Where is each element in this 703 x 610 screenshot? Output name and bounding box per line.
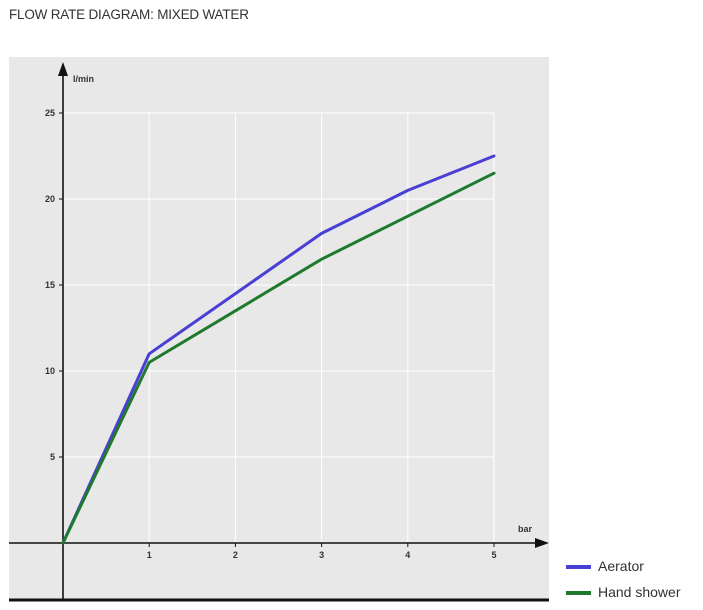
plot-background xyxy=(9,57,549,600)
y-tick-label: 10 xyxy=(45,366,55,376)
legend-swatch xyxy=(566,565,591,569)
legend-label: Hand shower xyxy=(598,584,681,600)
x-axis-arrow xyxy=(535,538,549,548)
x-tick-label: 5 xyxy=(491,550,496,560)
y-tick-label: 5 xyxy=(50,452,55,462)
series-lines xyxy=(61,154,496,545)
tick-labels: 1 2 3 4 5 5 10 15 20 25 xyxy=(45,108,497,560)
x-tick-label: 4 xyxy=(405,550,410,560)
x-tick-label: 1 xyxy=(147,550,152,560)
axes xyxy=(9,62,549,602)
y-axis-arrow xyxy=(58,62,68,76)
series-line-aerator xyxy=(61,154,496,545)
y-tick-label: 25 xyxy=(45,108,55,118)
x-axis-label: bar xyxy=(518,524,533,534)
y-tick-label: 20 xyxy=(45,194,55,204)
series-line-hand-shower xyxy=(61,171,496,545)
x-tick-label: 3 xyxy=(319,550,324,560)
y-tick-label: 15 xyxy=(45,280,55,290)
chart-title: FLOW RATE DIAGRAM: MIXED WATER xyxy=(9,7,249,22)
x-tick-label: 2 xyxy=(233,550,238,560)
grid xyxy=(63,112,495,543)
y-axis-label: l/min xyxy=(73,74,94,84)
legend-label: Aerator xyxy=(598,558,644,574)
legend-swatch xyxy=(566,591,591,595)
